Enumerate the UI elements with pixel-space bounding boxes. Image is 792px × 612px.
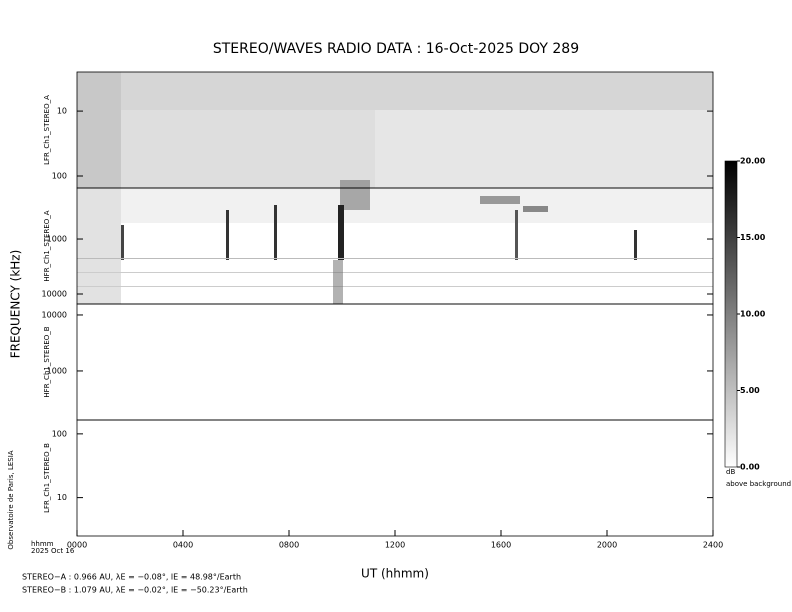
x-tick-label: 0800 bbox=[279, 541, 299, 550]
texture bbox=[77, 272, 713, 273]
y-tick-label: 1000 bbox=[47, 366, 67, 375]
panel-label: LFR_Ch1_STEREO_A bbox=[43, 95, 51, 165]
y-tick-label: 10000 bbox=[42, 290, 67, 299]
texture bbox=[340, 180, 370, 210]
texture bbox=[77, 188, 713, 223]
panel-frame bbox=[76, 419, 714, 537]
x-tick-label: 2400 bbox=[703, 541, 723, 550]
texture bbox=[121, 225, 124, 260]
footer-line: STEREO−A : 0.966 AU, λE = −0.08°, lE = 4… bbox=[22, 573, 241, 582]
texture bbox=[77, 72, 713, 110]
spectrogram-texture bbox=[77, 72, 713, 304]
texture bbox=[515, 210, 518, 260]
x-tick-label: 0000 bbox=[67, 541, 87, 550]
colorbar-tick-label: 15.00 bbox=[740, 233, 766, 242]
colorbar-tick-label: 10.00 bbox=[740, 310, 766, 319]
texture bbox=[480, 196, 520, 204]
y-tick-label: 100 bbox=[52, 429, 67, 438]
chart-title: STEREO/WAVES RADIO DATA : 16-Oct-2025 DO… bbox=[213, 41, 579, 57]
x-axis-label: UT (hhmm) bbox=[361, 567, 429, 581]
x-tick-label: 0400 bbox=[173, 541, 193, 550]
texture bbox=[121, 110, 375, 188]
texture bbox=[634, 230, 637, 260]
texture bbox=[226, 210, 229, 260]
y-tick-label: 10000 bbox=[42, 310, 67, 319]
colorbar-tick-label: 0.00 bbox=[740, 463, 760, 472]
x-tick-label: 2000 bbox=[597, 541, 617, 550]
texture bbox=[77, 286, 713, 287]
texture bbox=[77, 72, 121, 188]
y-tick-label: 10 bbox=[57, 107, 67, 116]
x-tick-label: 1600 bbox=[491, 541, 511, 550]
x-tick-label: 1200 bbox=[385, 541, 405, 550]
texture bbox=[523, 206, 548, 212]
y-tick-label: 100 bbox=[52, 172, 67, 181]
y-tick-label: 10 bbox=[57, 493, 67, 502]
colorbar-label: dB bbox=[726, 468, 735, 476]
colorbar-tick-label: 20.00 bbox=[740, 157, 766, 166]
date-label: 2025 Oct 16 bbox=[31, 547, 75, 555]
credit: Observatoire de Paris, LESIA bbox=[7, 450, 15, 549]
panel-label: LFR_Ch1_STEREO_B bbox=[43, 443, 51, 513]
texture bbox=[77, 258, 713, 259]
y-tick-label: 1000 bbox=[47, 235, 67, 244]
colorbar-sublabel: above background bbox=[726, 480, 791, 488]
texture bbox=[77, 188, 121, 304]
panel-frame bbox=[76, 303, 714, 421]
colorbar-tick-label: 5.00 bbox=[740, 386, 760, 395]
panel-label: HFR_Ch1_STEREO_B bbox=[43, 326, 51, 397]
x-unit: hhmm bbox=[31, 540, 54, 548]
footer-line: STEREO−B : 1.079 AU, λE = −0.02°, lE = −… bbox=[22, 586, 248, 595]
texture bbox=[274, 205, 277, 260]
colorbar bbox=[724, 160, 738, 468]
texture bbox=[338, 205, 344, 260]
panel-label: HFR_Ch1_STEREO_A bbox=[43, 210, 51, 281]
texture bbox=[333, 260, 343, 304]
y-axis-label: FREQUENCY (kHz) bbox=[9, 250, 23, 359]
